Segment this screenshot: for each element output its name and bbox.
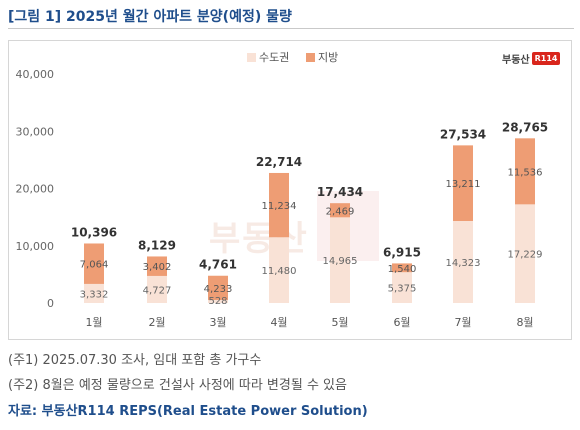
x-tick-label: 6월: [393, 316, 410, 329]
bar-segment-capital: [147, 275, 167, 303]
bar-segment-capital: [453, 221, 473, 303]
data-label-capital: 3,332: [80, 289, 109, 300]
footnote-2: (주2) 8월은 예정 물량으로 건설사 사정에 따라 변경될 수 있음: [8, 378, 347, 393]
bar-segment-capital: [269, 237, 289, 303]
data-label-local: 1,540: [388, 264, 417, 275]
total-label: 6,915: [383, 245, 421, 259]
x-tick-label: 3월: [209, 316, 226, 329]
total-label: 27,534: [440, 127, 486, 141]
data-label-local: 2,469: [326, 206, 355, 217]
legend-label-capital: 수도권: [259, 51, 289, 64]
bar-segment-local: [453, 145, 473, 222]
bar-segment-capital: [84, 283, 104, 303]
logo-mark: R114: [531, 51, 561, 65]
x-tick-label: 1월: [85, 316, 102, 329]
data-label-capital: 4,727: [143, 285, 172, 296]
bar-segment-capital: [208, 299, 228, 303]
data-label-capital: 528: [208, 296, 227, 307]
data-label-local: 13,211: [446, 179, 481, 190]
title-divider: [8, 28, 574, 29]
bar-segment-local: [84, 243, 104, 284]
logo-text: 부동산: [502, 54, 530, 66]
x-tick-label: 8월: [516, 316, 533, 329]
total-label: 4,761: [199, 258, 237, 272]
data-label-local: 4,233: [204, 284, 233, 295]
bar-segment-local: [269, 172, 289, 238]
total-label: 22,714: [256, 155, 302, 169]
data-label-capital: 14,323: [446, 258, 481, 269]
data-label-local: 3,402: [143, 262, 172, 273]
bar-segment-local: [392, 263, 412, 273]
chart-frame: 부동산 0 10,000 20,000 30,000 40,000 3,332 7,064 1…: [8, 40, 572, 340]
data-label-capital: 11,480: [262, 266, 297, 277]
x-tick-label: 7월: [454, 316, 471, 329]
y-tick-label: 40,000: [16, 68, 55, 81]
data-label-local: 11,536: [508, 167, 543, 178]
legend-swatch-capital: [247, 53, 256, 62]
brand-logo: 부동산 R114: [502, 50, 561, 66]
total-label: 28,765: [502, 120, 548, 134]
bar-segment-capital: [330, 217, 350, 303]
bar-segment-capital: [515, 204, 535, 303]
y-tick-label: 30,000: [16, 125, 55, 138]
page-title: [그림 1] 2025년 월간 아파트 분양(예정) 물량: [8, 9, 292, 25]
data-label-capital: 5,375: [388, 284, 417, 295]
y-tick-label: 0: [47, 297, 54, 310]
data-label-local: 11,234: [262, 201, 297, 212]
bar-segment-local: [147, 256, 167, 276]
legend-label-local: 지방: [318, 51, 338, 64]
data-label-local: 7,064: [80, 260, 109, 271]
bar-segment-local: [208, 275, 228, 300]
total-label: 8,129: [138, 238, 176, 252]
total-label: 10,396: [71, 225, 117, 239]
legend-swatch-local: [306, 53, 315, 62]
x-tick-label: 2월: [148, 316, 165, 329]
source-credit: 자료: 부동산R114 REPS(Real Estate Power Solut…: [8, 404, 368, 419]
total-label: 17,434: [317, 185, 363, 199]
x-tick-label: 5월: [331, 316, 348, 329]
x-tick-label: 4월: [270, 316, 287, 329]
footnote-1: (주1) 2025.07.30 조사, 임대 포함 총 가구수: [8, 353, 262, 368]
data-label-capital: 14,965: [323, 256, 358, 267]
stacked-bar-chart: 0 10,000 20,000 30,000 40,000 3,332 7,064 10,39…: [16, 51, 549, 329]
watermark: 부동산: [209, 219, 309, 259]
y-tick-label: 20,000: [16, 183, 55, 196]
data-label-capital: 17,229: [508, 250, 543, 261]
y-tick-label: 10,000: [16, 240, 55, 253]
bar-segment-local: [515, 138, 535, 205]
bar-segment-capital: [392, 272, 412, 303]
bar-segment-local: [330, 203, 350, 218]
